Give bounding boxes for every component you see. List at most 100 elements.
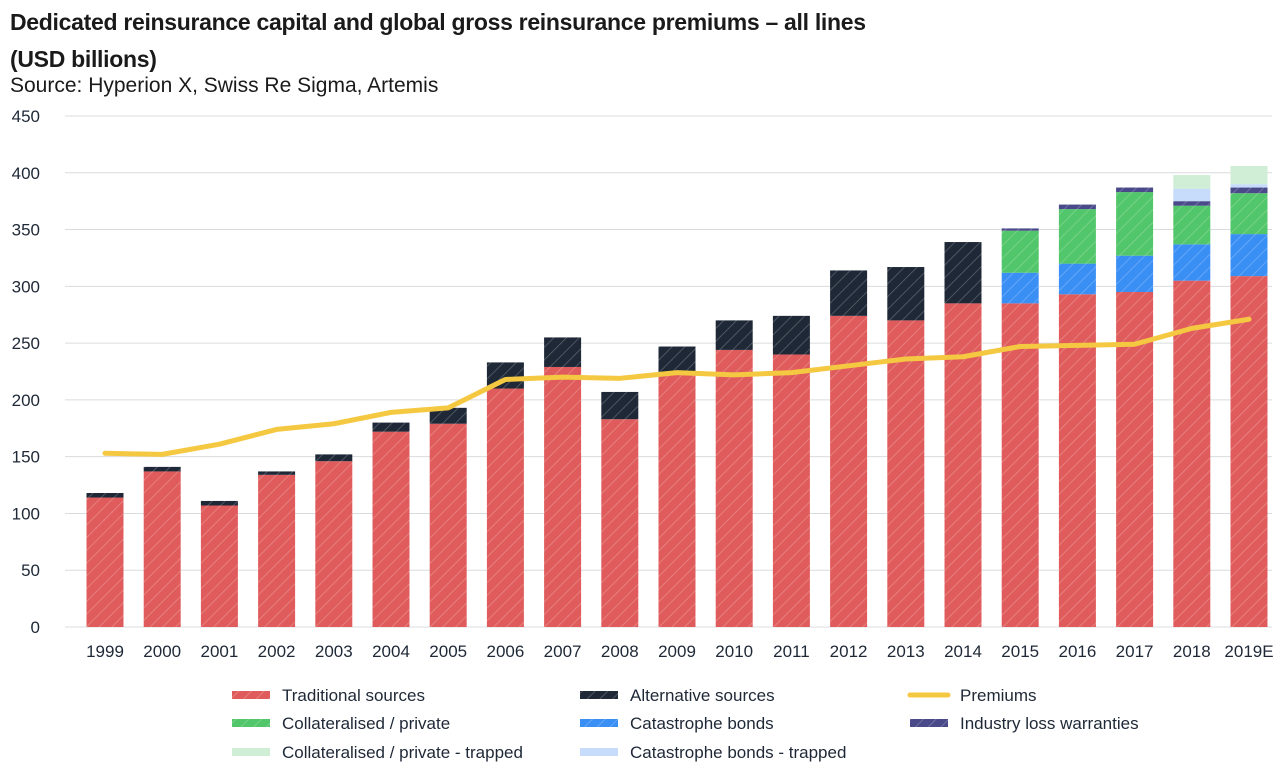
x-tick-label: 2011 (773, 642, 810, 661)
legend-swatch-hatch (580, 719, 618, 727)
legend-swatch-hatch (232, 719, 270, 727)
bar-hatch (1001, 272, 1039, 304)
legend-swatch-hatch (232, 691, 270, 699)
bar-hatch (1230, 187, 1268, 194)
x-tick-label: 2016 (1058, 642, 1096, 661)
bar-hatch (86, 493, 124, 498)
bar-hatch (258, 474, 296, 627)
legend-label: Catastrophe bonds - trapped (630, 743, 846, 762)
legend-label: Industry loss warranties (960, 714, 1139, 733)
bar-hatch (1173, 201, 1211, 206)
bar-hatch (1230, 234, 1268, 277)
x-tick-label: 2008 (601, 642, 639, 661)
legend-item: Alternative sources (580, 686, 775, 705)
y-tick-label: 300 (12, 277, 40, 296)
chart-title: Dedicated reinsurance capital and global… (10, 9, 866, 72)
bar-hatch (715, 349, 753, 627)
bar-hatch (143, 471, 181, 627)
bar-hatch (944, 242, 982, 304)
legend-item: Catastrophe bonds (580, 714, 774, 733)
x-tick-label: 2010 (715, 642, 753, 661)
bar-hatch (601, 419, 639, 627)
bar-hatch (1173, 205, 1211, 245)
bar-hatch (1116, 192, 1154, 256)
x-tick-label: 2003 (315, 642, 353, 661)
y-tick-label: 150 (12, 448, 40, 467)
y-tick-label: 250 (12, 334, 40, 353)
bar-hatch (86, 497, 124, 627)
x-tick-label: 2014 (944, 642, 982, 661)
y-tick-label: 450 (12, 107, 40, 126)
y-tick-label: 400 (12, 164, 40, 183)
bar-hatch (601, 391, 639, 420)
x-tick-label: 2009 (658, 642, 696, 661)
x-tick-label: 1999 (86, 642, 124, 661)
x-tick-label: 2000 (143, 642, 181, 661)
bar-hatch (1058, 263, 1096, 295)
bar-hatch (1001, 228, 1039, 231)
legend-label: Premiums (960, 686, 1037, 705)
y-tick-label: 200 (12, 391, 40, 410)
legend-swatch-hatch (580, 691, 618, 699)
bar-hatch (544, 366, 582, 627)
bar-hatch (315, 461, 353, 627)
legend-swatch (580, 748, 618, 756)
x-tick-label: 2001 (200, 642, 238, 661)
bar-hatch (200, 505, 238, 627)
bar-hatch (1116, 255, 1154, 293)
x-tick-label: 2013 (887, 642, 925, 661)
legend-item: Catastrophe bonds - trapped (580, 743, 846, 762)
bar-hatch (486, 388, 524, 627)
legend-item: Premiums (907, 686, 1037, 705)
bar-hatch (1058, 209, 1096, 264)
x-tick-label: 2005 (429, 642, 467, 661)
bar-hatch (772, 315, 810, 355)
bar-hatch (429, 407, 467, 424)
bar-hatch (1230, 276, 1268, 627)
bar-hatch (544, 337, 582, 367)
bar-hatch (1173, 280, 1211, 627)
bar-collateralised-private-trapped (1230, 165, 1268, 185)
bar-hatch (887, 267, 925, 321)
x-tick-label: 2012 (830, 642, 868, 661)
bar-hatch (887, 320, 925, 627)
bar-hatch (772, 354, 810, 627)
x-tick-label: 2007 (544, 642, 582, 661)
x-tick-label: 2004 (372, 642, 410, 661)
bar-hatch (1058, 204, 1096, 210)
bar-hatch (1001, 303, 1039, 627)
legend-item: Industry loss warranties (910, 714, 1139, 733)
bar-hatch (372, 431, 410, 627)
legend-label: Traditional sources (282, 686, 425, 705)
y-tick-label: 0 (31, 618, 40, 637)
y-tick-label: 100 (12, 504, 40, 523)
bar-hatch (429, 423, 467, 627)
y-tick-label: 350 (12, 221, 40, 240)
legend-swatch-hatch (910, 719, 948, 727)
bar-hatch (200, 500, 238, 506)
bar-hatch (143, 466, 181, 472)
y-tick-label: 50 (21, 561, 40, 580)
bar-catastrophe-bonds-trapped (1230, 184, 1268, 188)
x-tick-label: 2019E (1224, 642, 1273, 661)
legend-item: Collateralised / private (232, 714, 450, 733)
bar-hatch (315, 454, 353, 462)
bar-hatch (1173, 244, 1211, 281)
bar-hatch (658, 374, 696, 627)
legend-label: Catastrophe bonds (630, 714, 774, 733)
bar-hatch (258, 471, 296, 475)
x-tick-label: 2018 (1173, 642, 1211, 661)
x-tick-label: 2002 (258, 642, 296, 661)
bar-collateralised-private-trapped (1173, 175, 1211, 189)
bar-hatch (1058, 294, 1096, 627)
chart-subtitle: Source: Hyperion X, Swiss Re Sigma, Arte… (10, 74, 439, 97)
legend-label: Alternative sources (630, 686, 775, 705)
x-tick-label: 2006 (486, 642, 524, 661)
legend-label: Collateralised / private (282, 714, 450, 733)
legend-label: Collateralised / private - trapped (282, 743, 523, 762)
x-tick-label: 2017 (1116, 642, 1154, 661)
bar-hatch (1116, 292, 1154, 627)
premiums-line (102, 316, 1252, 457)
bar-hatch (715, 320, 753, 350)
